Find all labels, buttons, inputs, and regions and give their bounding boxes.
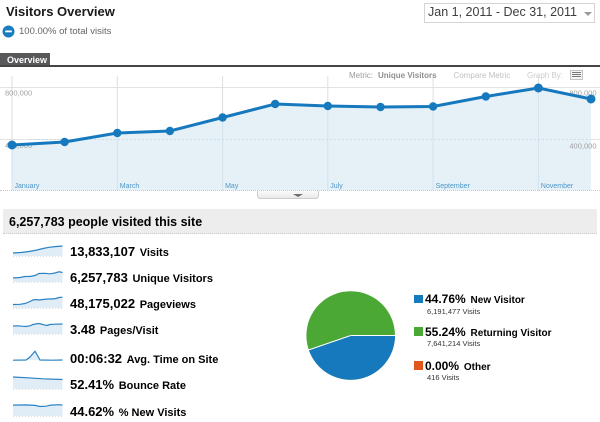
- svg-text:July: July: [330, 183, 343, 190]
- svg-text:400,000: 400,000: [569, 142, 596, 151]
- svg-text:March: March: [120, 183, 140, 190]
- svg-text:800,000: 800,000: [569, 88, 596, 97]
- svg-text:Compare Metric: Compare Metric: [454, 71, 511, 80]
- svg-text:May: May: [225, 183, 239, 190]
- svg-text:Unique Visitors: Unique Visitors: [378, 71, 437, 80]
- svg-text:Metric:: Metric:: [349, 71, 373, 80]
- svg-text:January: January: [15, 183, 40, 190]
- svg-text:Graph By:: Graph By:: [527, 71, 563, 80]
- svg-text:November: November: [541, 183, 574, 190]
- svg-text:September: September: [436, 183, 471, 190]
- svg-text:800,000: 800,000: [5, 88, 32, 97]
